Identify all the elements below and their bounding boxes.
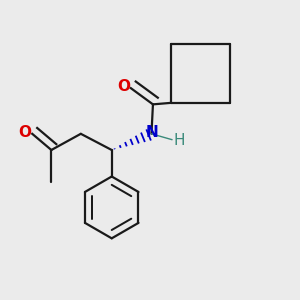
Text: O: O <box>117 79 130 94</box>
Text: H: H <box>174 133 185 148</box>
Text: O: O <box>18 125 32 140</box>
Text: N: N <box>146 125 158 140</box>
